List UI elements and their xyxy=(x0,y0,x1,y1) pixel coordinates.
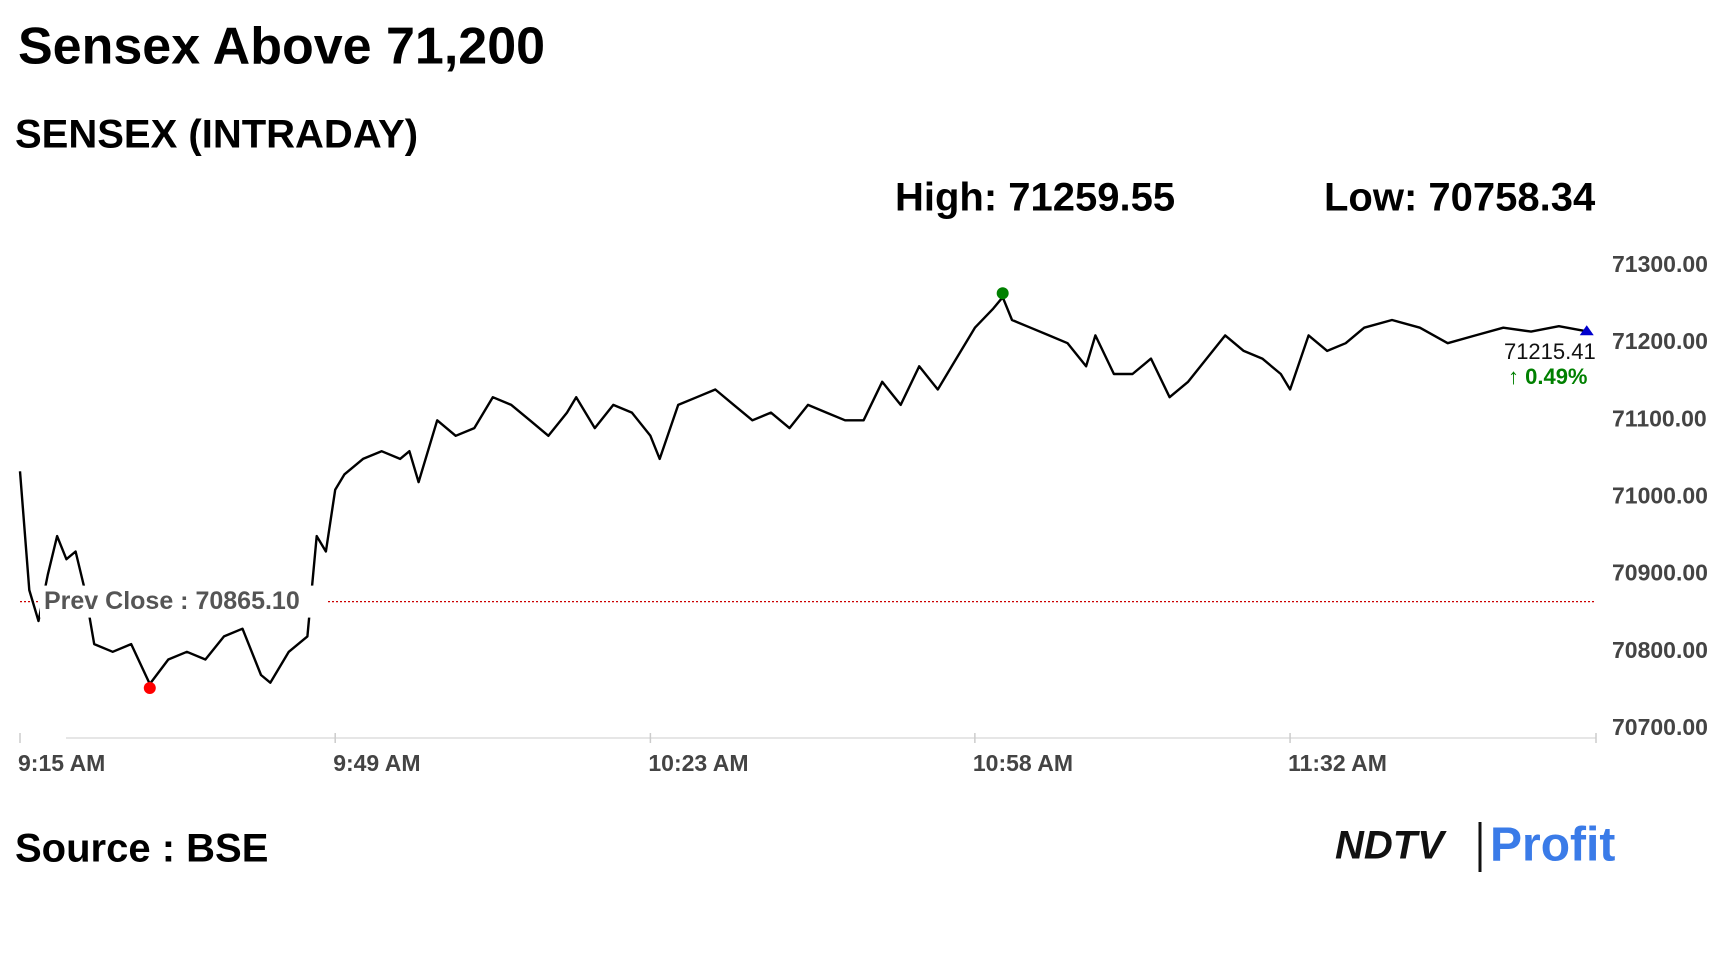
x-tick-label: 11:32 AM xyxy=(1288,750,1387,776)
prev-close-bg xyxy=(40,585,328,618)
low-annotation: Low: 70758.34 xyxy=(1324,176,1596,220)
y-tick-label: 71000.00 xyxy=(1612,483,1708,509)
y-tick-label: 71100.00 xyxy=(1612,405,1707,431)
high-annotation: High: 71259.55 xyxy=(895,176,1175,220)
x-tick-label: 10:23 AM xyxy=(648,750,748,776)
x-tick-label: 9:15 AM xyxy=(18,750,105,776)
x-tick-label: 9:49 AM xyxy=(333,750,420,776)
logo-ndtv: NDTV xyxy=(1335,824,1447,868)
prev-close-label: Prev Close : 70865.10 xyxy=(44,587,300,615)
change-label: ↑ 0.49% xyxy=(1508,364,1588,389)
price-line xyxy=(18,296,1587,686)
last-marker xyxy=(1579,325,1594,336)
y-tick-label: 70800.00 xyxy=(1612,637,1708,663)
y-tick-label: 71200.00 xyxy=(1612,328,1708,354)
logo-profit: Profit xyxy=(1490,819,1615,872)
y-tick-label: 70900.00 xyxy=(1612,560,1708,586)
x-tick-label: 10:58 AM xyxy=(973,750,1073,776)
last-value-label: 71215.41 xyxy=(1504,339,1596,364)
high-marker xyxy=(996,287,1009,300)
source: Source : BSE xyxy=(15,827,268,871)
low-marker xyxy=(143,681,156,694)
chart-subtitle: SENSEX (INTRADAY) xyxy=(15,113,418,157)
chart-title: Sensex Above 71,200 xyxy=(18,18,545,76)
y-tick-label: 71300.00 xyxy=(1612,251,1708,277)
y-tick-label: 70700.00 xyxy=(1612,714,1708,740)
